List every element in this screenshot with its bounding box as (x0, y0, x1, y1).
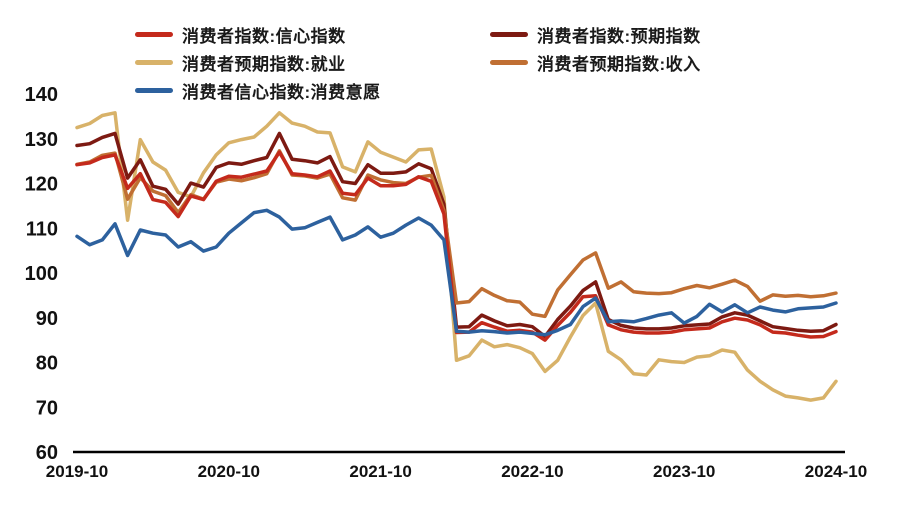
y-tick-label: 130 (25, 129, 58, 151)
x-tick-label: 2022-10 (501, 462, 563, 481)
y-tick-label: 60 (36, 442, 58, 464)
y-tick-label: 120 (25, 174, 58, 196)
legend-item-income-expectation: 消费者预期指数:收入 (490, 50, 701, 75)
y-tick-label: 140 (25, 84, 58, 106)
series-line-2 (75, 149, 838, 319)
x-tick-label: 2021-10 (349, 462, 411, 481)
legend-item-employment-expectation: 消费者预期指数:就业 (135, 50, 490, 75)
legend-label-willingness: 消费者信心指数:消费意愿 (182, 82, 381, 102)
y-tick-label: 110 (26, 218, 58, 240)
legend-swatch-employment (135, 59, 173, 65)
legend-label-income: 消费者预期指数:收入 (537, 54, 701, 74)
x-tick-label: 2023-10 (653, 462, 715, 481)
series-line-0 (75, 111, 838, 402)
legend-swatch-confidence (135, 31, 173, 37)
legend-label-employment: 消费者预期指数:就业 (182, 54, 346, 74)
legend-swatch-expectation (490, 31, 528, 37)
y-tick-label: 100 (25, 263, 58, 285)
y-tick-label: 70 (36, 397, 58, 419)
legend-swatch-willingness (135, 87, 173, 93)
legend-label-expectation: 消费者指数:预期指数 (537, 26, 701, 46)
legend-item-confidence-index: 消费者指数:信心指数 (135, 22, 490, 47)
x-tick-label: 2020-10 (198, 462, 260, 481)
legend-item-expectation-index: 消费者指数:预期指数 (490, 22, 701, 47)
legend-item-willingness-to-consume: 消费者信心指数:消费意愿 (135, 78, 490, 103)
y-tick-label: 90 (36, 308, 58, 330)
legend-swatch-income (490, 59, 528, 65)
x-tick-label: 2024-10 (805, 462, 867, 481)
y-tick-label: 80 (36, 353, 58, 375)
x-tick-label: 2019-10 (46, 462, 108, 481)
series-line-1 (75, 131, 838, 339)
legend-label-confidence: 消费者指数:信心指数 (182, 26, 346, 46)
series-line-4 (75, 208, 838, 337)
chart-legend: 消费者指数:信心指数 消费者指数:预期指数 消费者预期指数:就业 消费者预期指数… (135, 20, 701, 104)
